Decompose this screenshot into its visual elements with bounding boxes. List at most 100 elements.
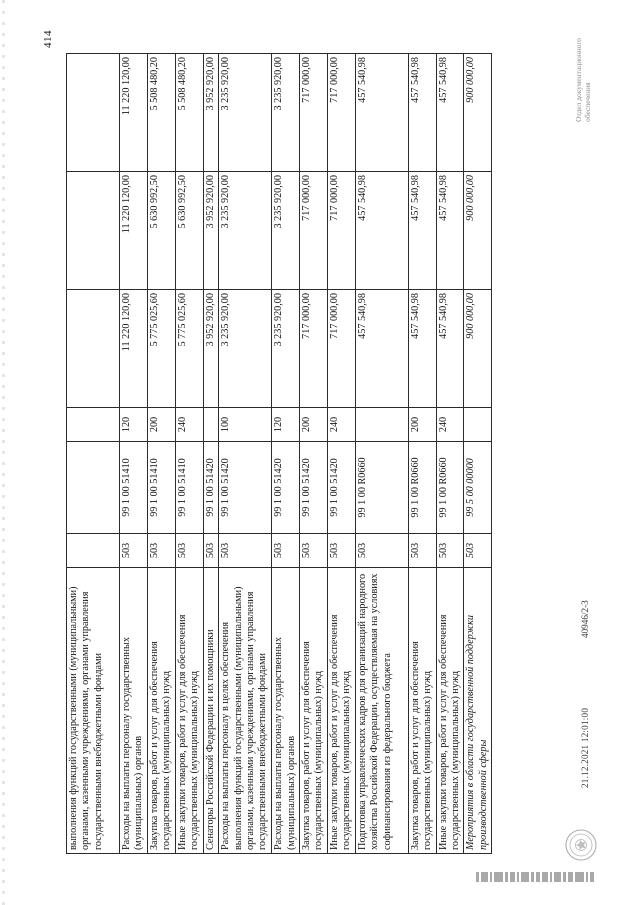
cell-amount_2022: 3 235 920,00	[218, 289, 272, 407]
cell-amount_2023: 5 630 992,50	[175, 171, 204, 289]
cell-budget_code: 99 1 00 51410	[175, 441, 204, 533]
table-row: Закупка товаров, работ и услуг для обесп…	[408, 53, 437, 853]
cell-name: Иные закупки товаров, работ и услуг для …	[436, 567, 464, 853]
cell-name: Закупка товаров, работ и услуг для обесп…	[299, 567, 328, 853]
cell-amount_2023: 900 000,00	[463, 171, 492, 289]
cell-budget_code	[66, 441, 120, 533]
table-row: Иные закупки товаров, работ и услуг для …	[436, 53, 464, 853]
official-seal-icon	[564, 828, 598, 862]
table-row: Иные закупки товаров, работ и услуг для …	[175, 53, 204, 853]
department-stamp-line2: обеспечения	[582, 81, 592, 122]
cell-amount_2022	[66, 289, 120, 407]
cell-expense_type	[203, 407, 219, 441]
cell-budget_code: 99 5 00 00000	[463, 441, 492, 533]
cell-chapter: 503	[355, 533, 409, 567]
cell-budget_code: 99 1 00 51420	[218, 441, 272, 533]
table-row: Сенаторы Российской Федерации и их помощ…	[203, 53, 219, 853]
cell-amount_2022: 5 775 025,60	[147, 289, 176, 407]
cell-chapter: 503	[327, 533, 356, 567]
cell-expense_type	[355, 407, 409, 441]
cell-chapter: 503	[463, 533, 492, 567]
cell-budget_code: 99 1 00 R0660	[355, 441, 409, 533]
cell-name: Расходы на выплаты персоналу государстве…	[271, 567, 300, 853]
cell-amount_2024: 3 235 920,00	[271, 53, 300, 171]
cell-expense_type: 200	[299, 407, 328, 441]
cell-chapter: 503	[436, 533, 464, 567]
cell-name: Сенаторы Российской Федерации и их помощ…	[203, 567, 219, 853]
cell-amount_2024: 457 540,98	[355, 53, 409, 171]
cell-amount_2023: 3 235 920,00	[218, 171, 272, 289]
scan-barcode	[476, 871, 596, 882]
cell-amount_2022: 457 540,98	[355, 289, 409, 407]
cell-name: Закупка товаров, работ и услуг для обесп…	[408, 567, 437, 853]
cell-amount_2024: 11 220 120,00	[119, 53, 148, 171]
cell-expense_type: 100	[218, 407, 272, 441]
cell-budget_code: 99 1 00 51420	[299, 441, 328, 533]
cell-name: Иные закупки товаров, работ и услуг для …	[175, 567, 204, 853]
cell-chapter: 503	[218, 533, 272, 567]
cell-budget_code: 99 1 00 R0660	[436, 441, 464, 533]
cell-amount_2022: 11 220 120,00	[119, 289, 148, 407]
cell-amount_2024: 457 540,98	[408, 53, 437, 171]
cell-expense_type: 240	[436, 407, 464, 441]
table-row: Расходы на выплаты персоналу государстве…	[271, 53, 300, 853]
cell-amount_2023: 11 220 120,00	[119, 171, 148, 289]
cell-chapter: 503	[175, 533, 204, 567]
cell-name: Подготовка управленческих кадров для орг…	[355, 567, 409, 853]
cell-expense_type: 120	[119, 407, 148, 441]
cell-chapter	[66, 533, 120, 567]
cell-budget_code: 99 1 00 R0660	[408, 441, 437, 533]
cell-amount_2023: 717 000,00	[327, 171, 356, 289]
cell-amount_2024: 900 000,00	[463, 53, 492, 171]
table-row: Иные закупки товаров, работ и услуг для …	[327, 53, 356, 853]
cell-chapter: 503	[408, 533, 437, 567]
scan-edge-artifact	[2, 0, 5, 905]
cell-amount_2023: 5 630 992,50	[147, 171, 176, 289]
cell-amount_2022: 3 235 920,00	[271, 289, 300, 407]
cell-expense_type	[66, 407, 120, 441]
cell-amount_2024: 3 952 920,00	[203, 53, 219, 171]
cell-amount_2023: 717 000,00	[299, 171, 328, 289]
page-number: 414	[42, 29, 54, 48]
table-row: Расходы на выплаты персоналу в целях обе…	[218, 53, 272, 853]
cell-amount_2023: 3 235 920,00	[271, 171, 300, 289]
cell-amount_2024: 3 235 920,00	[218, 53, 272, 171]
cell-amount_2024: 457 540,98	[436, 53, 464, 171]
cell-amount_2024: 5 508 480,20	[175, 53, 204, 171]
cell-name: Расходы на выплаты персоналу государстве…	[119, 567, 148, 853]
budget-table: выполнения функций государственными (мун…	[66, 52, 493, 854]
cell-name: Мероприятия в области государственной по…	[463, 567, 492, 853]
cell-expense_type	[463, 407, 492, 441]
cell-amount_2023: 457 540,98	[408, 171, 437, 289]
cell-chapter: 503	[147, 533, 176, 567]
footer-document-number: 40946/2-3	[580, 599, 590, 638]
cell-budget_code: 99 1 00 51420	[327, 441, 356, 533]
cell-amount_2022: 5 775 025,60	[175, 289, 204, 407]
cell-name: выполнения функций государственными (мун…	[66, 567, 120, 853]
department-stamp-line1: Отдел документационного	[573, 37, 583, 122]
footer-timestamp: 21.12.2021 12:01:00	[580, 707, 590, 788]
cell-chapter: 503	[299, 533, 328, 567]
cell-expense_type: 240	[175, 407, 204, 441]
cell-expense_type: 240	[327, 407, 356, 441]
cell-amount_2024: 717 000,00	[327, 53, 356, 171]
cell-budget_code: 99 1 00 51420	[271, 441, 300, 533]
cell-amount_2022: 900 000,00	[463, 289, 492, 407]
cell-amount_2023: 457 540,98	[355, 171, 409, 289]
cell-budget_code: 99 1 00 51410	[119, 441, 148, 533]
table-row: Мероприятия в области государственной по…	[463, 53, 492, 853]
cell-name: Иные закупки товаров, работ и услуг для …	[327, 567, 356, 853]
cell-amount_2024	[66, 53, 120, 171]
document-body: 414 выполнения функций государственными …	[40, 22, 600, 884]
cell-amount_2023: 457 540,98	[436, 171, 464, 289]
cell-chapter: 503	[203, 533, 219, 567]
table-row: Закупка товаров, работ и услуг для обесп…	[299, 53, 328, 853]
cell-amount_2022: 717 000,00	[299, 289, 328, 407]
cell-chapter: 503	[119, 533, 148, 567]
table-row: Подготовка управленческих кадров для орг…	[355, 53, 409, 853]
cell-expense_type: 200	[147, 407, 176, 441]
cell-amount_2023	[66, 171, 120, 289]
cell-expense_type: 120	[271, 407, 300, 441]
cell-budget_code: 99 1 00 51420	[203, 441, 219, 533]
